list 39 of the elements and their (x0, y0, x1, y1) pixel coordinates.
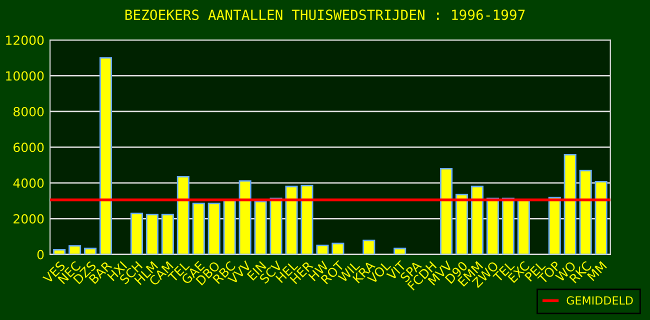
bar (238, 180, 252, 254)
bar (486, 198, 499, 254)
bar (130, 212, 143, 254)
bar (254, 200, 267, 254)
y-tick-label: 4000 (13, 178, 44, 188)
bar (332, 242, 344, 254)
bar (517, 200, 530, 254)
bar (161, 214, 174, 254)
bar (440, 168, 453, 254)
chart-title: BEZOEKERS AANTALLEN THUISWEDSTRIJDEN : 1996-1997 (125, 10, 525, 20)
bar (208, 202, 220, 254)
y-tick-label: 12000 (6, 35, 44, 45)
bar (285, 186, 298, 254)
bar (455, 194, 468, 254)
bar (564, 154, 576, 254)
bar (223, 199, 236, 254)
bar (146, 214, 158, 254)
bar (470, 186, 484, 254)
bar (579, 170, 592, 254)
y-tick-label: 8000 (14, 106, 44, 116)
y-tick-label: 2000 (14, 214, 44, 224)
bar (176, 176, 190, 254)
bar (53, 249, 66, 254)
bar (394, 248, 406, 254)
y-tick-label: 10000 (6, 71, 44, 81)
bar (594, 180, 608, 254)
bar (300, 184, 314, 254)
y-tick-label: 0 (37, 250, 44, 260)
bar (502, 198, 514, 254)
bar (362, 240, 376, 254)
y-tick-label: 6000 (14, 142, 44, 152)
bar (548, 196, 561, 254)
bar (270, 198, 282, 254)
bar (192, 202, 205, 254)
bar (84, 248, 97, 254)
legend-label: GEMIDDELD (566, 296, 633, 305)
bar (100, 57, 112, 254)
bar (316, 244, 329, 254)
bar (68, 245, 82, 254)
